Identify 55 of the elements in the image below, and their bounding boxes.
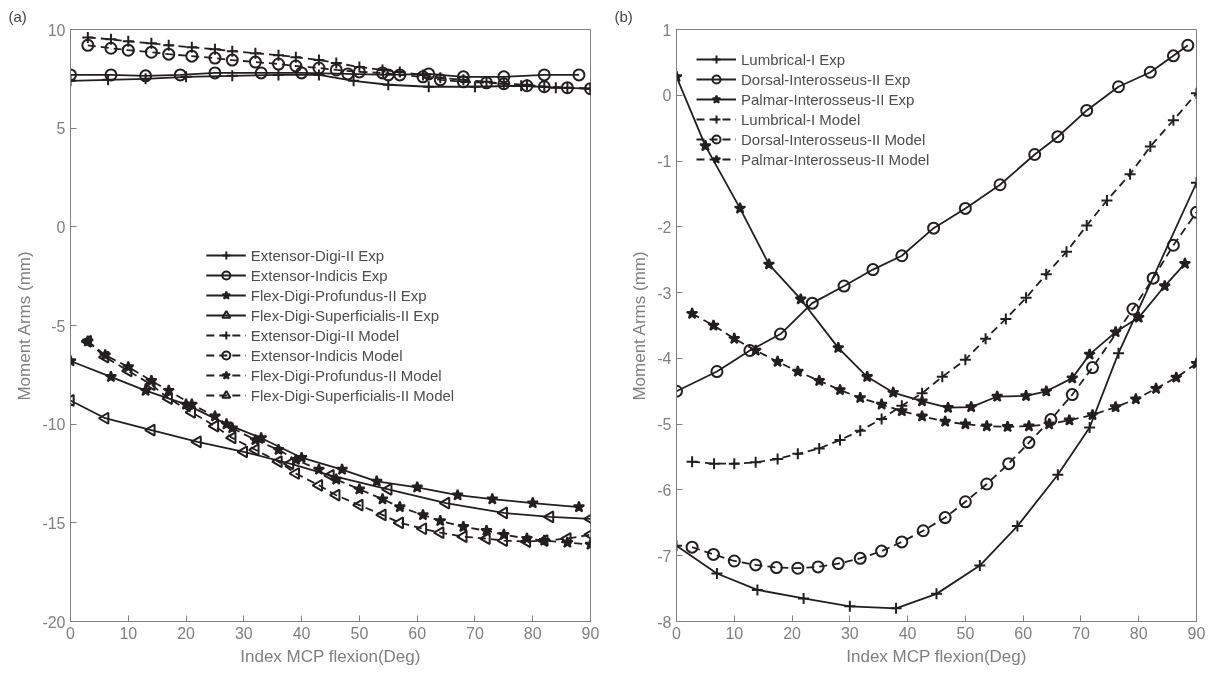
y-tick-label: -2: [657, 218, 672, 236]
y-axis-title: Moment Arms (mm): [630, 251, 650, 401]
legend-label: Extensor-Indicis Exp: [250, 266, 388, 284]
legend-label: Flex-Digi-Superficialis-II Model: [250, 386, 455, 404]
x-tick-label: 40: [292, 624, 311, 642]
y-tick-label: -20: [42, 613, 66, 631]
y-tick-label: -4: [657, 350, 672, 368]
x-tick-label: 10: [119, 624, 138, 642]
y-tick-label: -8: [657, 613, 672, 631]
y-tick-label: -1: [657, 153, 672, 171]
chart-title: (b): [614, 7, 633, 25]
y-tick-label: 1: [662, 21, 672, 39]
y-tick-label: -10: [42, 416, 66, 434]
y-tick-label: 0: [662, 87, 672, 105]
x-axis-title: Index MCP flexion(Deg): [846, 646, 1027, 666]
x-tick-label: 50: [350, 624, 369, 642]
legend-label: Extensor-Digi-II Exp: [250, 246, 385, 264]
y-tick-label: -3: [657, 284, 672, 302]
y-tick-label: -15: [42, 514, 66, 532]
x-tick-label: 90: [1187, 624, 1206, 642]
legend-label: Extensor-Digi-II Model: [250, 326, 400, 344]
legend-label: Palmar-Interosseus-II Exp: [741, 90, 915, 108]
legend-label: Palmar-Interosseus-II Model: [741, 150, 930, 168]
legend-label: Flex-Digi-Superficialis-II Exp: [250, 306, 440, 324]
legend-label: Flex-Digi-Profundus-II Exp: [250, 286, 427, 304]
legend-label: Dorsal-Interosseus-II Exp: [741, 70, 911, 88]
legend-label: Lumbrical-I Model: [741, 110, 861, 128]
legend-label: Dorsal-Interosseus-II Model: [741, 130, 926, 148]
y-tick-label: 0: [56, 218, 66, 236]
y-tick-label: -7: [657, 547, 672, 565]
x-tick-label: 70: [466, 624, 484, 642]
x-tick-label: 20: [783, 624, 802, 642]
chart-title: (a): [8, 7, 27, 25]
legend-label: Lumbrical-I Exp: [741, 50, 846, 68]
x-axis-title: Index MCP flexion(Deg): [240, 646, 421, 666]
y-tick-label: 5: [56, 120, 66, 138]
x-tick-label: 20: [177, 624, 196, 642]
y-tick-label: -5: [51, 317, 66, 335]
x-tick-label: 80: [523, 624, 542, 642]
x-tick-label: 50: [956, 624, 975, 642]
x-tick-label: 60: [1014, 624, 1033, 642]
x-tick-label: 30: [840, 624, 859, 642]
y-axis-title: Moment Arms (mm): [15, 251, 35, 401]
x-tick-label: 10: [725, 624, 744, 642]
legend-label: Extensor-Indicis Model: [250, 346, 403, 364]
y-tick-label: 10: [47, 21, 66, 39]
legend-label: Flex-Digi-Profundus-II Model: [250, 366, 442, 384]
x-tick-label: 30: [234, 624, 253, 642]
x-tick-label: 70: [1072, 624, 1090, 642]
y-tick-label: -5: [657, 416, 672, 434]
x-tick-label: 60: [408, 624, 427, 642]
x-tick-label: 40: [898, 624, 917, 642]
x-tick-label: 90: [581, 624, 600, 642]
y-tick-label: -6: [657, 481, 672, 499]
x-tick-label: 80: [1129, 624, 1148, 642]
